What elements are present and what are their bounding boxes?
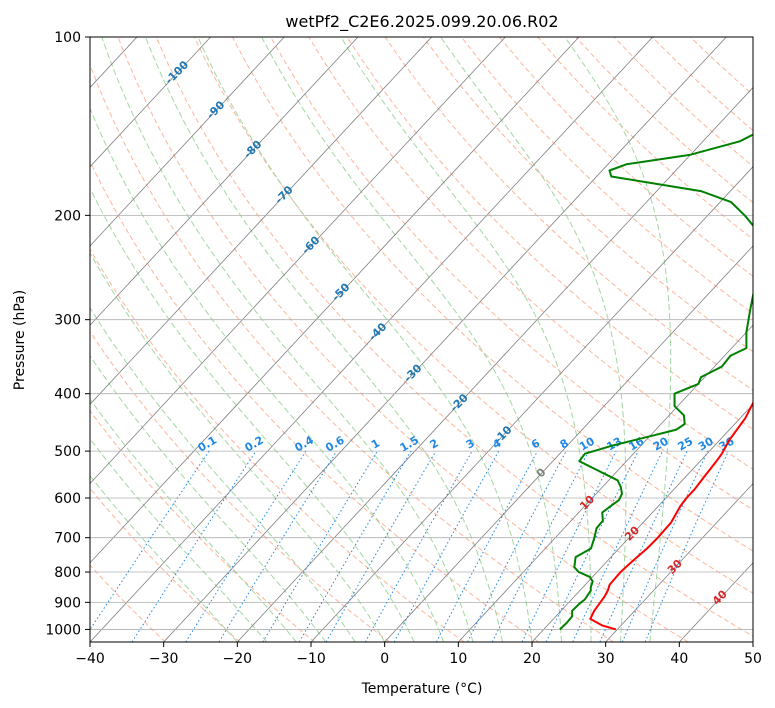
x-tick-label: −20 [223, 651, 253, 667]
y-tick-label: 400 [54, 387, 81, 403]
x-tick-label: −40 [75, 651, 105, 667]
isotherm-line [90, 37, 506, 485]
plot-frame [89, 36, 754, 643]
moist-adiabat-line [90, 437, 268, 642]
mixing-ratio-line [185, 450, 307, 642]
x-tick-label: −30 [149, 651, 179, 667]
isotherm-line [0, 37, 63, 642]
x-tick-label: 30 [597, 651, 615, 667]
dry-adiabat-line [346, 37, 753, 431]
dry-adiabat-line [90, 564, 166, 642]
isotherm-line [163, 37, 727, 642]
dry-adiabat-line [90, 160, 540, 642]
dry-adiabat-line [461, 37, 753, 315]
mixing-ratio-line [644, 450, 729, 642]
moist-adiabat-line [90, 475, 238, 642]
mixing-ratio-line [521, 450, 617, 642]
isotherm-line [90, 37, 580, 564]
moist-adiabat-line [145, 37, 503, 642]
isotherm-line [90, 37, 432, 405]
moist-adiabat-line [90, 106, 445, 642]
dry-adiabat-line [90, 248, 465, 642]
moist-adiabat-line [90, 306, 356, 642]
isotherm-line [458, 324, 753, 642]
moist-adiabat-line [101, 37, 474, 642]
mixing-ratio-line [491, 450, 590, 642]
isotherm-line [90, 37, 285, 247]
dewpoint-profile-line [559, 133, 753, 631]
mixing-ratio-line [218, 450, 338, 642]
isotherm-line [605, 482, 753, 642]
isotherm-line [531, 403, 753, 642]
y-tick-label: 700 [54, 531, 81, 547]
y-tick-label: 1000 [45, 622, 81, 638]
moist-adiabat-line [90, 187, 415, 642]
isotherm-line [384, 245, 753, 642]
dry-adiabat-line [117, 37, 689, 642]
y-axis: 100 200 300 400 500 600 700 800 900 1000 [45, 30, 90, 638]
isotherm-line [90, 37, 653, 642]
isotherm-line [90, 37, 359, 326]
dry-adiabat-line [90, 63, 614, 642]
isotherm-line [90, 37, 211, 168]
mixing-ratio-line [90, 450, 210, 631]
dry-adiabat-line [270, 37, 753, 511]
moist-adiabat-line [90, 398, 297, 642]
y-tick-label: 100 [54, 30, 81, 46]
isotherm-line [752, 641, 753, 642]
y-tick-label: 800 [54, 565, 81, 581]
isotherm-line [310, 166, 753, 642]
dry-adiabat-line [90, 330, 390, 642]
y-tick-label: 300 [54, 313, 81, 329]
y-tick-label: 900 [54, 595, 81, 611]
temperature-profile-line [589, 400, 753, 631]
mixing-ratio-line [621, 450, 709, 642]
background-lines [0, 37, 753, 642]
plot-background [90, 37, 753, 642]
y-tick-label: 500 [54, 444, 81, 460]
x-tick-label: 20 [523, 651, 541, 667]
sounding-series [559, 133, 753, 631]
x-axis-label: Temperature (°C) [361, 681, 483, 697]
dry-adiabat-line [90, 409, 316, 642]
x-tick-label: 10 [449, 651, 467, 667]
y-tick-label: 200 [54, 208, 81, 224]
dry-adiabat-line [231, 37, 753, 552]
dry-adiabat-line [193, 37, 753, 594]
mixing-ratio-line [435, 450, 538, 642]
moist-adiabat-line [564, 37, 672, 642]
x-tick-label: 40 [670, 651, 688, 667]
moist-adiabat-line [197, 37, 533, 642]
chart-title: wetPf2_C2E6.2025.099.20.06.R02 [285, 12, 558, 32]
mixing-ratio-line [131, 450, 257, 642]
x-tick-label: 50 [744, 651, 762, 667]
isotherm-line [237, 86, 753, 642]
moist-adiabat-line [340, 37, 592, 642]
dry-adiabat-line [422, 37, 753, 353]
x-axis: −40 −30 −20 −10 0 10 20 30 40 50 [75, 642, 762, 667]
mixing-ratio-line [393, 450, 500, 642]
moist-adiabat-line [90, 252, 386, 642]
x-tick-label: −10 [296, 651, 326, 667]
moist-adiabat-line [440, 37, 627, 642]
y-tick-label: 600 [54, 491, 81, 507]
moist-adiabat-line [261, 37, 562, 642]
x-tick-label: 0 [380, 651, 389, 667]
y-axis-label: Pressure (hPa) [12, 290, 28, 390]
mixing-ratio-line [364, 450, 473, 642]
